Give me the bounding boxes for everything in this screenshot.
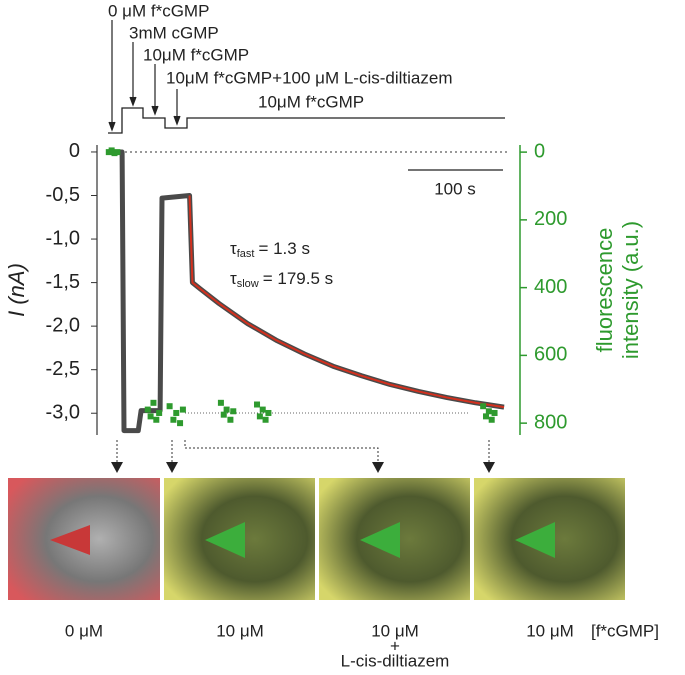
fluorescence-point <box>223 406 230 413</box>
fluorescence-point <box>144 406 151 413</box>
tau-text: = 1.3 s <box>258 239 310 258</box>
image-caption: + <box>390 636 400 655</box>
images <box>8 478 625 600</box>
fit-curve <box>188 195 505 409</box>
fluorescence-point <box>114 149 121 156</box>
fluorescence-point <box>491 409 498 416</box>
y2-tick-label: 600 <box>534 344 567 366</box>
y2-axis-label: intensity (a.u.) <box>618 221 643 359</box>
fluorescence-point <box>220 411 227 418</box>
fluorescence-point <box>482 413 489 420</box>
image-caption: 10 μM <box>371 621 419 640</box>
y-tick-label: -1,0 <box>46 227 80 249</box>
fluorescence-point <box>254 401 261 408</box>
fluorescence-point <box>170 416 177 423</box>
fluorescence-point <box>156 409 163 416</box>
image-caption: 0 μM <box>65 621 103 640</box>
tau-fast: τfast = 1.3 s <box>230 239 310 259</box>
fluorescence-point <box>150 399 157 406</box>
tau-symbol: τ <box>230 269 237 288</box>
fluorescence-point <box>256 413 263 420</box>
y2-tick-label: 800 <box>534 411 567 433</box>
y-tick-label: 0 <box>69 140 80 162</box>
image-caption: 10 μM <box>526 621 574 640</box>
scale-bar-label: 100 s <box>434 179 476 198</box>
caption-unit: [f*cGMP] <box>591 621 659 640</box>
y-tick-label: -1,5 <box>46 271 80 293</box>
fluorescence-point <box>177 420 184 427</box>
stimulus-label: 3mM cGMP <box>129 23 219 42</box>
stimulus-trace <box>108 107 505 134</box>
fluorescence-point <box>147 413 154 420</box>
stimulus-label: 10μM f*cGMP+100 μM L-cis-diltiazem <box>166 68 452 87</box>
fluorescence-point <box>217 399 224 406</box>
fluorescence-point <box>485 408 492 415</box>
tau-sub: slow <box>237 278 259 290</box>
fluorescence-point <box>262 416 269 423</box>
image-caption: 10 μM <box>216 621 264 640</box>
fluorescence-point <box>230 408 237 415</box>
tau-sub: fast <box>237 248 255 260</box>
tau-text: = 179.5 s <box>263 269 333 288</box>
fluorescence-point <box>488 416 495 423</box>
stimulus-label: 10μM f*cGMP <box>258 92 364 111</box>
y2-tick-label: 400 <box>534 276 567 298</box>
fluorescence-point <box>179 406 186 413</box>
stimulus-label: 10μM f*cGMP <box>143 45 249 64</box>
fluorescence-point <box>166 403 173 410</box>
y2-tick-label: 200 <box>534 208 567 230</box>
tau-symbol: τ <box>230 239 237 258</box>
fluorescence-point <box>153 416 160 423</box>
stimulus-label: 0 μM f*cGMP <box>108 1 209 20</box>
y-tick-label: -3,0 <box>46 402 80 424</box>
connector-heads <box>111 462 495 473</box>
fluorescence-point <box>259 406 266 413</box>
y-tick-label: -2,5 <box>46 358 80 380</box>
stimulus-arrows <box>108 20 181 132</box>
y-axis-label: I (nA) <box>4 263 29 317</box>
image-caption: L-cis-diltiazem <box>341 651 450 670</box>
tau-slow: τslow = 179.5 s <box>230 269 333 289</box>
fluorescence-point <box>480 403 487 410</box>
fluorescence-point <box>173 409 180 416</box>
y2-tick-label: 0 <box>534 140 545 162</box>
y-tick-label: -2,0 <box>46 314 80 336</box>
y2-axis-label: fluorescence <box>592 228 617 353</box>
fluorescence-point <box>227 416 234 423</box>
y-tick-label: -0,5 <box>46 184 80 206</box>
fluorescence-point <box>265 409 272 416</box>
connectors <box>116 440 490 462</box>
